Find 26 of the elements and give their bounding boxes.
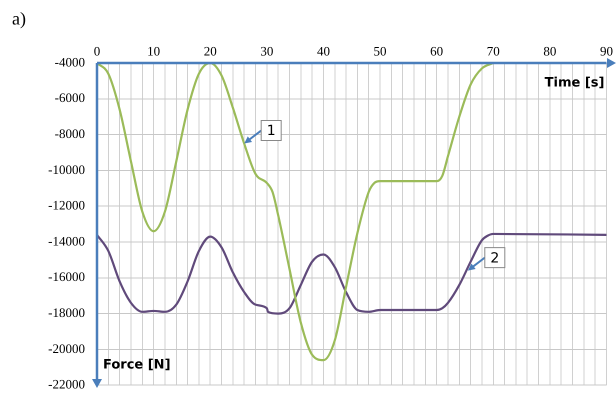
line-series [97,232,606,315]
y-tick-label: -12000 [48,198,85,213]
y-tick-label: -22000 [48,376,85,392]
chart-title: a) [12,8,26,29]
x-tick-label: 0 [94,44,100,59]
x-tick-label: 60 [430,44,444,59]
y-tick-label: -4000 [54,54,85,70]
x-tick-label: 50 [374,44,387,59]
annotation: 1 [266,123,276,140]
y-tick-label: -14000 [48,233,85,248]
x-tick-label: 70 [486,44,500,59]
y-tick-label: -18000 [48,305,85,320]
x-tick-label: 90 [600,44,613,59]
x-tick-label: 40 [316,44,330,59]
annotation: 2 [490,250,500,266]
y-tick-label: -16000 [48,269,85,284]
x-axis-title: Time [s] [544,75,604,90]
y-tick-label: -8000 [54,126,85,142]
y-tick-label: -20000 [48,340,85,356]
x-tick-label: 80 [543,44,556,59]
x-tick-label: 20 [204,44,217,59]
x-tick-label: 10 [147,44,160,59]
x-tick-label: 30 [260,44,274,59]
y-tick-label: -6000 [54,90,85,106]
y-tick-label: -10000 [48,162,85,177]
y-axis-title: Force [N] [103,358,171,373]
